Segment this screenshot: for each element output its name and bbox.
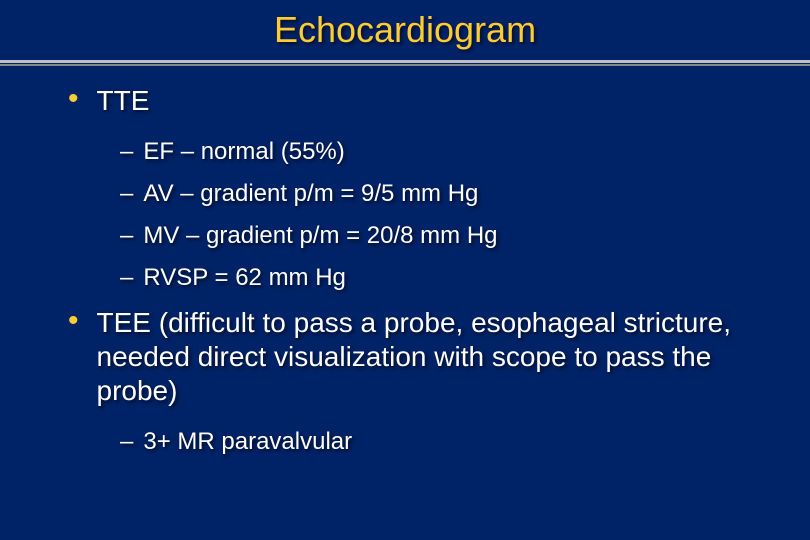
dash-icon: – (120, 180, 133, 208)
bullet-icon: • (68, 84, 79, 114)
list-item: – RVSP = 62 mm Hg (120, 264, 770, 292)
bullet-text: EF – normal (55%) (143, 138, 344, 166)
divider-top (0, 60, 810, 63)
bullet-text: MV – gradient p/m = 20/8 mm Hg (143, 222, 497, 250)
list-item: – AV – gradient p/m = 9/5 mm Hg (120, 180, 770, 208)
title-bar: Echocardiogram (0, 0, 810, 60)
slide-title: Echocardiogram (274, 9, 536, 51)
list-item: – EF – normal (55%) (120, 138, 770, 166)
bullet-text: TTE (97, 84, 150, 118)
bullet-text: AV – gradient p/m = 9/5 mm Hg (143, 180, 478, 208)
list-item: • TEE (difficult to pass a probe, esopha… (68, 306, 770, 408)
dash-icon: – (120, 222, 133, 250)
slide-content: • TTE – EF – normal (55%) – AV – gradien… (0, 66, 810, 456)
dash-icon: – (120, 264, 133, 292)
bullet-text: 3+ MR paravalvular (143, 428, 352, 456)
bullet-text: TEE (difficult to pass a probe, esophage… (97, 306, 770, 408)
dash-icon: – (120, 138, 133, 166)
list-item: – MV – gradient p/m = 20/8 mm Hg (120, 222, 770, 250)
dash-icon: – (120, 428, 133, 456)
bullet-icon: • (68, 306, 79, 336)
bullet-text: RVSP = 62 mm Hg (143, 264, 346, 292)
list-item: – 3+ MR paravalvular (120, 428, 770, 456)
list-item: • TTE (68, 84, 770, 118)
